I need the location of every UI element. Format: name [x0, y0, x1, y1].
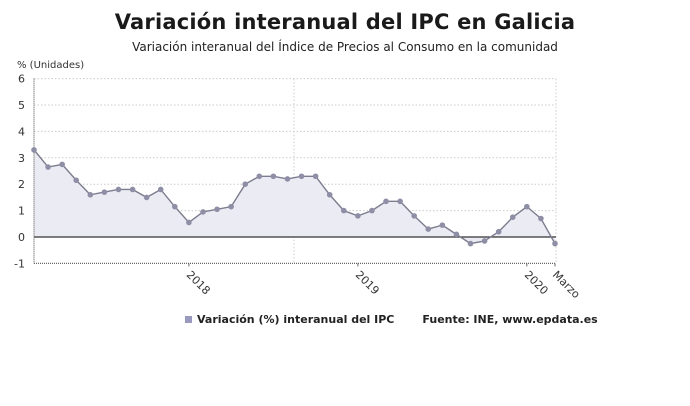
data-point[interactable]: [383, 198, 389, 205]
data-point[interactable]: [495, 228, 502, 235]
data-point[interactable]: [369, 207, 375, 214]
y-tick-label: 0: [18, 231, 25, 244]
data-point[interactable]: [129, 186, 136, 193]
data-point[interactable]: [101, 189, 108, 195]
grid-lines: [34, 78, 557, 264]
data-point[interactable]: [298, 173, 305, 180]
data-point[interactable]: [228, 203, 234, 210]
data-point[interactable]: [157, 186, 164, 193]
chart-subtitle: Variación interanual del Índice de Preci…: [132, 40, 558, 54]
data-point[interactable]: [31, 147, 37, 153]
x-tick-label: 2019: [353, 268, 382, 297]
y-tick-label: 5: [18, 99, 25, 112]
y-tick-label: 2: [18, 178, 25, 191]
data-point[interactable]: [214, 206, 220, 213]
data-point[interactable]: [242, 181, 249, 187]
data-point[interactable]: [524, 203, 530, 210]
x-tick-label: 2020: [522, 268, 551, 297]
data-point[interactable]: [256, 173, 263, 180]
y-tick-label: -1: [14, 257, 25, 270]
y-tick-label: 3: [18, 152, 25, 165]
data-point[interactable]: [411, 213, 417, 219]
data-point[interactable]: [200, 209, 206, 215]
legend-series-label: Variación (%) interanual del IPC: [197, 313, 395, 326]
data-point[interactable]: [143, 194, 150, 201]
data-point[interactable]: [270, 173, 277, 180]
data-point[interactable]: [453, 231, 460, 238]
data-point[interactable]: [312, 173, 319, 180]
y-tick-label: 6: [18, 73, 25, 86]
data-point[interactable]: [87, 191, 94, 198]
x-tick-label: Marzo: [550, 268, 583, 301]
area-fill: [34, 149, 555, 244]
data-point[interactable]: [538, 215, 544, 222]
data-point[interactable]: [186, 219, 192, 226]
data-point[interactable]: [355, 213, 361, 219]
axes: -1 0 1 2 3 4 5 6: [14, 73, 556, 270]
data-point[interactable]: [439, 222, 446, 228]
data-point[interactable]: [340, 207, 347, 214]
y-axis-label: % (Unidades): [17, 60, 85, 71]
y-tick-label: 1: [18, 205, 25, 218]
data-point[interactable]: [481, 238, 488, 244]
data-point[interactable]: [73, 177, 80, 184]
data-point[interactable]: [284, 176, 291, 182]
data-point[interactable]: [397, 198, 403, 205]
data-point[interactable]: [115, 186, 122, 193]
data-point[interactable]: [552, 240, 558, 247]
data-point[interactable]: [509, 214, 516, 220]
data-point[interactable]: [467, 240, 474, 247]
legend: Variación (%) interanual del IPC Fuente:…: [185, 313, 598, 326]
chart-title: Variación interanual del IPC en Galicia: [114, 10, 576, 34]
data-point[interactable]: [425, 226, 432, 232]
data-point[interactable]: [45, 164, 51, 170]
source-text: Fuente: INE, www.epdata.es: [422, 313, 598, 326]
data-markers: [31, 147, 558, 247]
data-point[interactable]: [326, 191, 333, 198]
y-tick-label: 4: [18, 125, 25, 138]
x-axis-labels: 2018 2019 2020 Marzo: [184, 263, 583, 301]
legend-square-icon: [185, 316, 192, 323]
data-point[interactable]: [59, 161, 65, 168]
x-tick-label: 2018: [184, 268, 213, 297]
data-point[interactable]: [172, 203, 178, 210]
